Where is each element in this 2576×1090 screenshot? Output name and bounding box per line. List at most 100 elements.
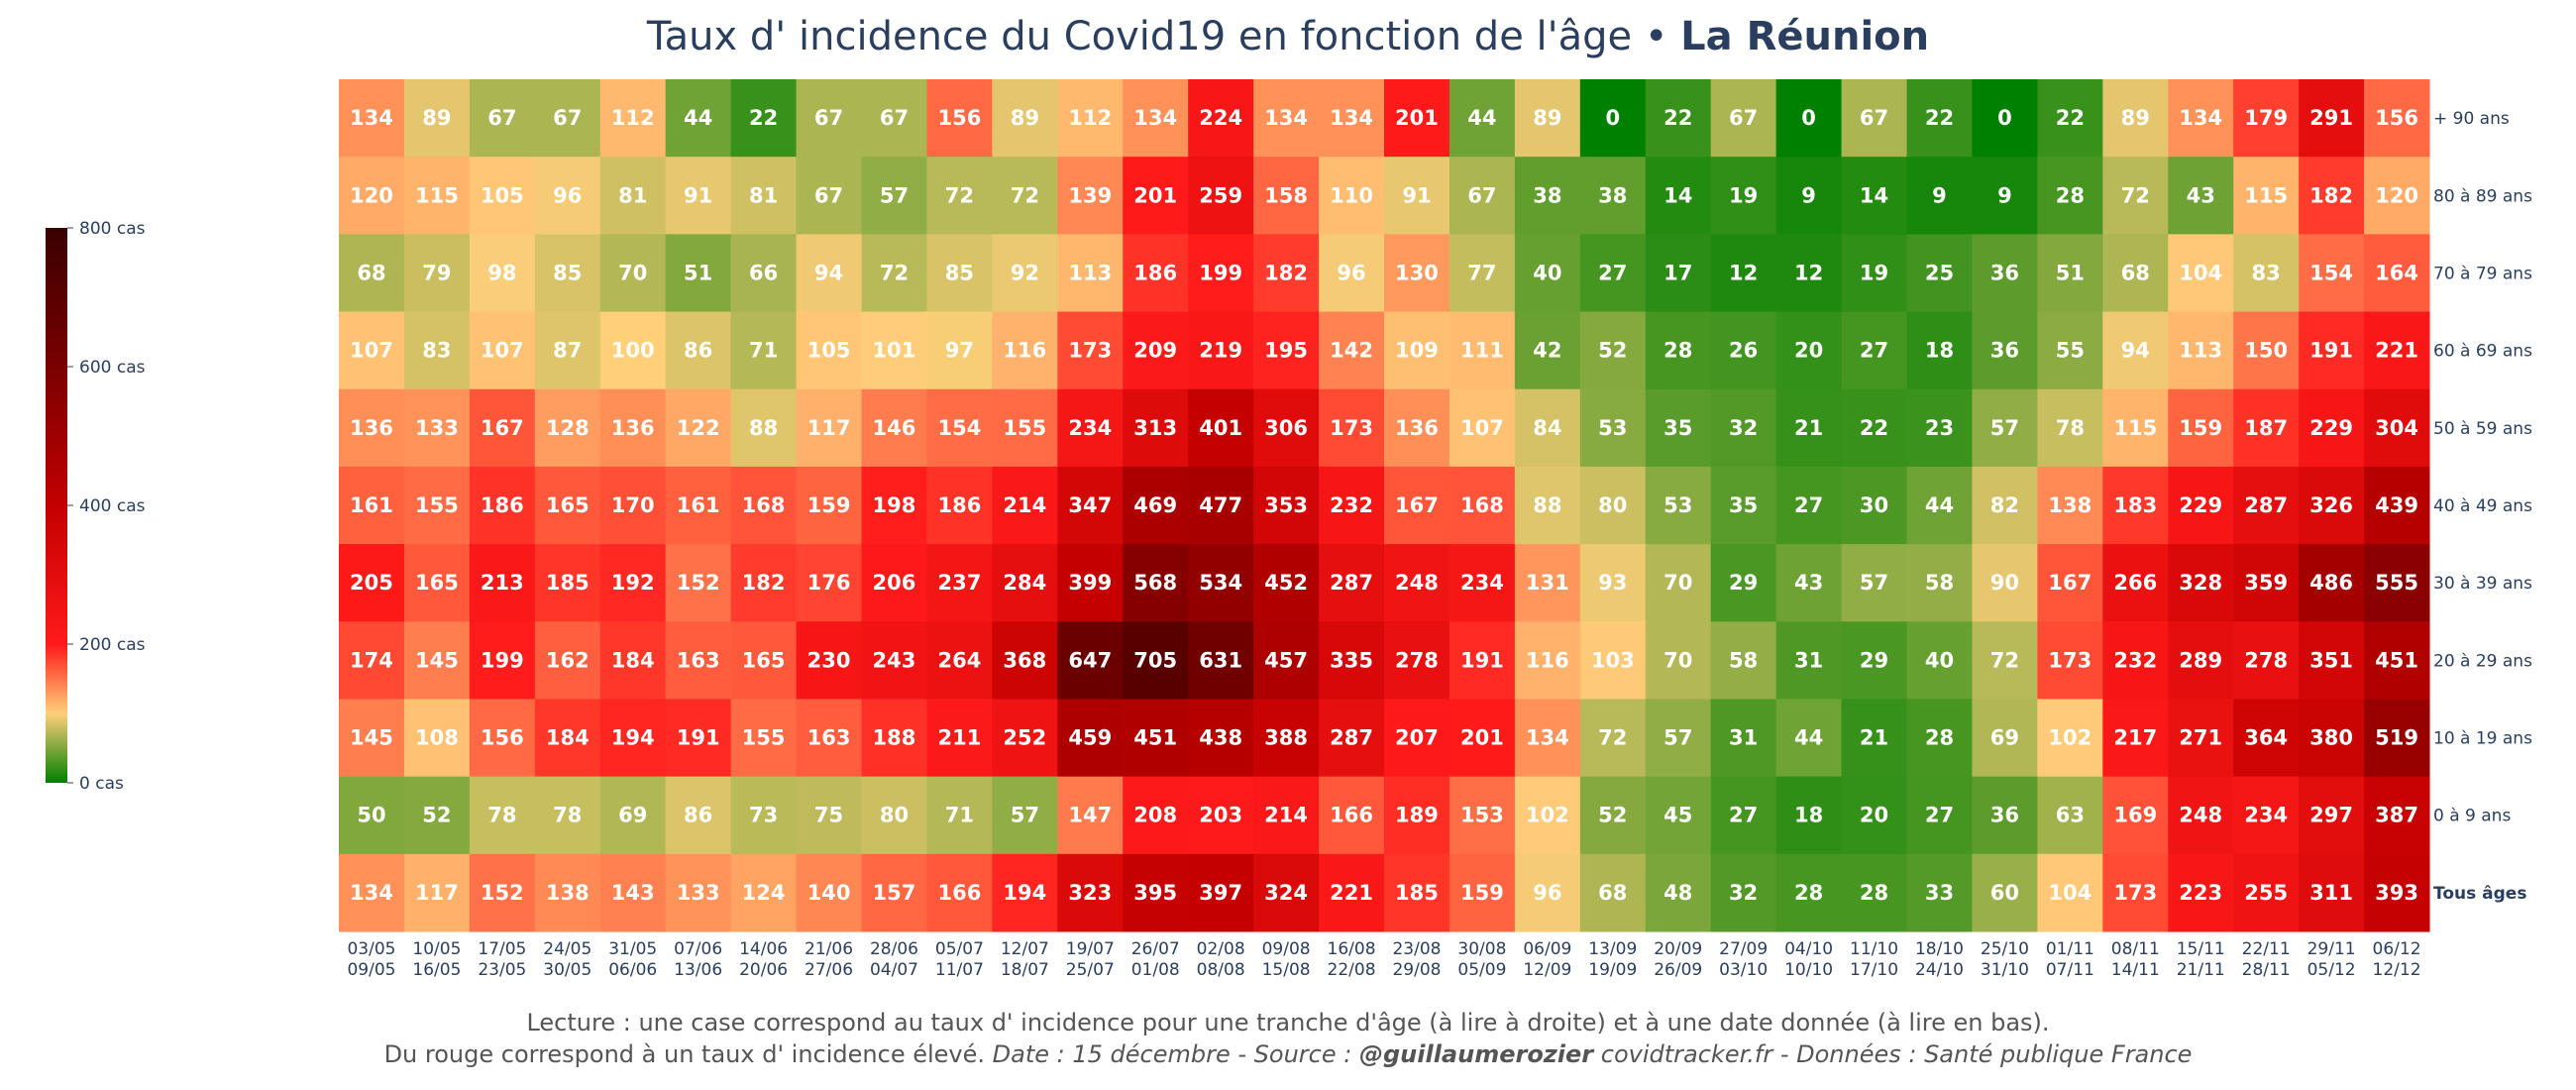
cell-value-label: 397 — [1199, 881, 1242, 905]
x-tick-label-end: 11/07 — [935, 960, 984, 980]
heatmap-cell — [1710, 466, 1777, 545]
cell-value-label: 287 — [2244, 493, 2288, 517]
heatmap-cell — [1841, 776, 1907, 855]
heatmap-cell — [1057, 234, 1124, 313]
cell-value-label: 116 — [1526, 648, 1569, 672]
heatmap-cell — [1579, 466, 1647, 545]
heatmap-cell — [403, 157, 471, 235]
cell-value-label: 224 — [1199, 106, 1242, 130]
cell-value-label: 97 — [945, 339, 974, 363]
heatmap-cell — [1645, 853, 1712, 932]
heatmap-cell — [1057, 311, 1124, 390]
heatmap-cell — [2168, 79, 2234, 158]
cell-value-label: 134 — [350, 106, 393, 130]
heatmap-cell — [2037, 776, 2103, 855]
cell-value-label: 51 — [684, 261, 712, 284]
x-tick-label-start: 08/11 — [2111, 939, 2160, 959]
heatmap-cell — [926, 776, 993, 855]
cell-value-label: 291 — [2309, 106, 2353, 130]
heatmap-cell — [469, 621, 536, 700]
heatmap-cell — [992, 544, 1058, 622]
heatmap-cell — [1972, 699, 2038, 778]
heatmap-cell — [1645, 79, 1712, 158]
x-tick-label-end: 22/08 — [1328, 960, 1376, 980]
cell-value-label: 57 — [880, 183, 909, 207]
cell-value-label: 113 — [2179, 339, 2222, 363]
heatmap-cell — [2233, 699, 2300, 778]
heatmap-cell — [992, 853, 1058, 932]
cell-value-label: 44 — [1794, 726, 1823, 750]
heatmap-cell — [403, 699, 471, 778]
heatmap-cell — [796, 79, 862, 158]
heatmap-cell — [1906, 388, 1973, 468]
heatmap-cell — [1775, 776, 1843, 855]
cell-value-label: 111 — [1460, 339, 1504, 363]
cell-value-label: 266 — [2113, 571, 2157, 595]
heatmap-cell — [1319, 699, 1385, 778]
cell-value-label: 29 — [1860, 648, 1888, 672]
cell-value-label: 159 — [2179, 416, 2222, 440]
heatmap-cell — [1775, 466, 1843, 545]
cell-value-label: 486 — [2309, 571, 2353, 595]
x-tick-label-end: 10/10 — [1784, 960, 1833, 980]
cell-value-label: 159 — [1460, 881, 1504, 905]
heatmap-cell — [1710, 234, 1777, 313]
cell-value-label: 393 — [2375, 881, 2418, 905]
cell-value-label: 117 — [807, 416, 851, 440]
heatmap-cell — [861, 234, 927, 313]
heatmap-cell — [2168, 544, 2234, 622]
heatmap-cell — [861, 157, 927, 235]
heatmap-cell — [1057, 79, 1124, 158]
cell-value-label: 150 — [2244, 339, 2288, 363]
cell-value-label: 631 — [1199, 648, 1242, 672]
cell-value-label: 107 — [481, 339, 524, 363]
heatmap-cell — [796, 699, 862, 778]
cell-value-label: 52 — [1598, 804, 1627, 827]
cell-value-label: 155 — [742, 726, 786, 750]
cell-value-label: 50 — [357, 804, 385, 827]
heatmap-cell — [730, 234, 798, 313]
heatmap-cell — [2364, 79, 2430, 158]
cell-value-label: 255 — [2244, 881, 2288, 905]
cell-value-label: 22 — [1925, 106, 1954, 130]
heatmap-cell — [403, 311, 471, 390]
cell-value-label: 555 — [2375, 571, 2418, 595]
heatmap-cell — [1123, 388, 1189, 468]
heatmap-cell — [2037, 234, 2103, 313]
cell-value-label: 20 — [1794, 339, 1823, 363]
cell-value-label: 44 — [1467, 106, 1496, 130]
cell-value-label: 705 — [1133, 648, 1177, 672]
cell-value-label: 35 — [1664, 416, 1692, 440]
cell-value-label: 81 — [618, 183, 647, 207]
cell-value-label: 451 — [2375, 648, 2418, 672]
cell-value-label: 184 — [546, 726, 590, 750]
cell-value-label: 84 — [1533, 416, 1561, 440]
cell-value-label: 120 — [350, 183, 393, 207]
cell-value-label: 78 — [553, 804, 582, 827]
heatmap-cell — [1906, 699, 1973, 778]
heatmap-cell — [2168, 466, 2234, 545]
heatmap-cell — [2299, 776, 2365, 855]
cell-value-label: 131 — [1526, 571, 1569, 595]
heatmap-cell — [1319, 466, 1385, 545]
cell-value-label: 69 — [618, 804, 647, 827]
cell-value-label: 44 — [1925, 493, 1954, 517]
cell-value-label: 157 — [873, 881, 916, 905]
heatmap-cell — [403, 79, 471, 158]
heatmap-cell — [730, 776, 798, 855]
heatmap-cell — [665, 388, 732, 468]
heatmap-cell — [1972, 776, 2038, 855]
heatmap-cell — [1384, 157, 1450, 235]
cell-value-label: 271 — [2179, 726, 2222, 750]
cell-value-label: 359 — [2244, 571, 2288, 595]
heatmap-cell — [730, 79, 798, 158]
heatmap-cell — [2168, 388, 2234, 468]
x-tick-label-start: 07/06 — [674, 939, 722, 959]
x-tick-label-start: 31/05 — [608, 939, 657, 959]
cell-value-label: 173 — [1330, 416, 1373, 440]
cell-value-label: 248 — [1395, 571, 1439, 595]
heatmap-cell — [1253, 157, 1320, 235]
x-tick-label-end: 30/05 — [543, 960, 591, 980]
heatmap-cell — [469, 699, 536, 778]
heatmap-cell — [1514, 699, 1581, 778]
